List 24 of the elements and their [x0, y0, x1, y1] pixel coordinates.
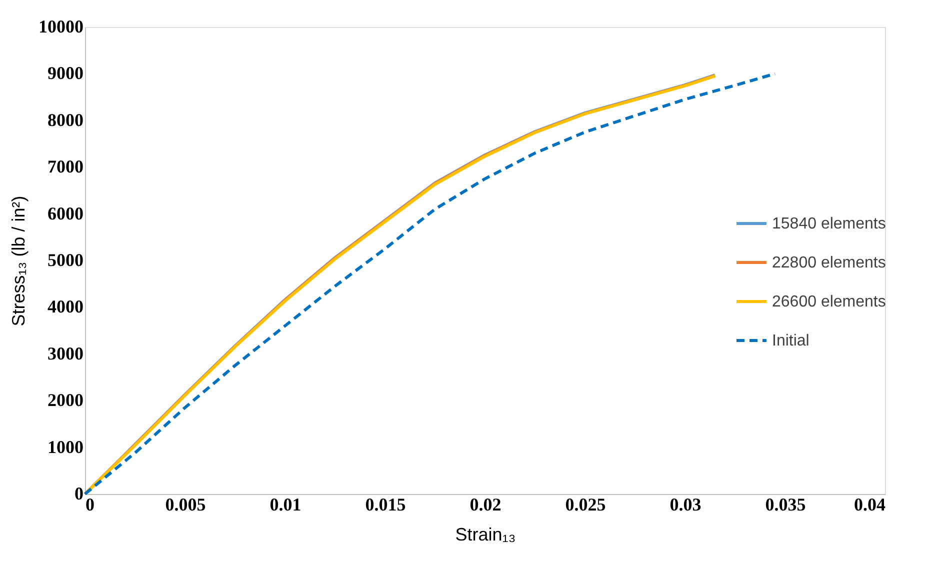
legend-label: Initial	[772, 332, 810, 350]
x-tick-label: 0.035	[765, 494, 806, 514]
x-tick-label: 0.02	[470, 494, 502, 514]
y-tick-label: 9000	[48, 63, 84, 84]
x-tick-label: 0.025	[565, 494, 606, 514]
y-tick-label: 5000	[48, 250, 84, 270]
legend-label: 22800 elements	[772, 254, 886, 272]
y-tick-label: 3000	[48, 343, 84, 364]
x-tick-label: 0.005	[165, 494, 206, 514]
y-tick-label: 1000	[48, 436, 84, 457]
x-axis-title: Strain₁₃	[455, 524, 516, 544]
y-tick-label: 2000	[48, 390, 84, 410]
y-tick-label: 7000	[48, 156, 84, 177]
y-axis-title: Stress₁₃ (lb / in²)	[8, 196, 28, 326]
legend-label: 15840 elements	[772, 216, 886, 232]
y-tick-label: 8000	[48, 110, 84, 130]
x-tick-label: 0.015	[365, 494, 406, 514]
x-tick-label: 0.03	[670, 494, 702, 514]
x-tick-label: 0.04	[854, 494, 886, 514]
y-tick-label: 10000	[38, 16, 84, 36]
y-tick-label: 6000	[48, 203, 84, 224]
legend-label: 26600 elements	[772, 294, 886, 310]
y-tick-label: 4000	[48, 296, 84, 317]
x-tick-label: 0.01	[270, 494, 302, 514]
